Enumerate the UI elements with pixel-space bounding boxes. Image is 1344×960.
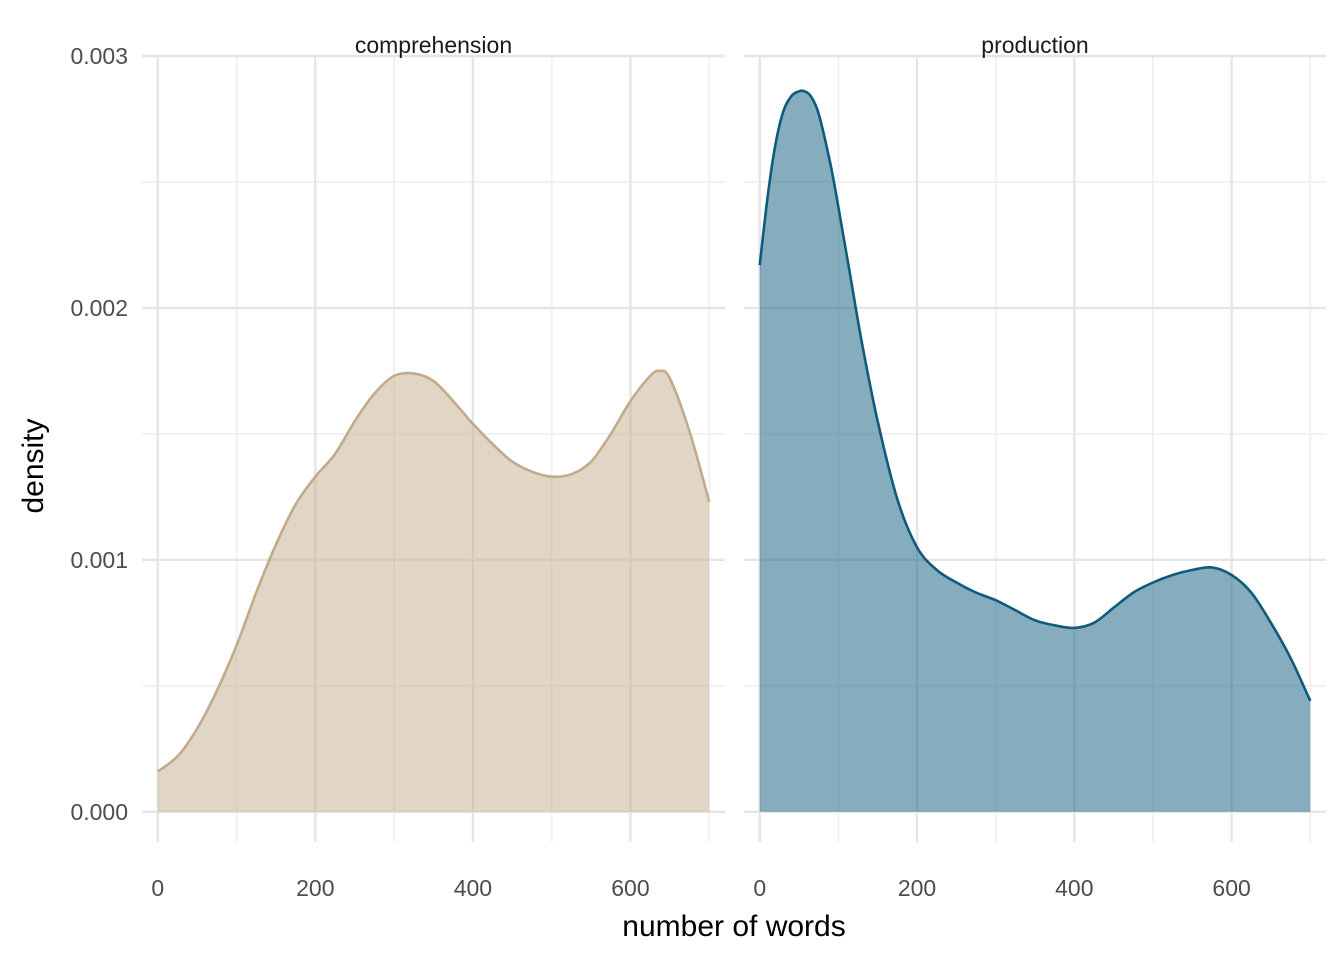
x-tick-label: 0 [753,875,766,901]
x-tick-label: 200 [296,875,334,901]
x-tick-label: 0 [151,875,164,901]
facet-strip-label: comprehension [355,32,512,58]
x-axis-title: number of words [622,910,845,943]
y-axis-title: density [17,418,50,513]
x-tick-label: 400 [1055,875,1093,901]
density-area-production [759,90,1311,812]
x-tick-label: 600 [611,875,649,901]
facet-panel-comprehension: 0 200 400 600 comprehension [142,32,725,901]
y-tick-label: 0.000 [70,799,128,825]
density-area-comprehension [157,370,710,812]
facet-panel-production: 0 200 400 600 production [744,32,1326,901]
y-axis: 0.000 0.001 0.002 0.003 [70,43,128,825]
y-tick-label: 0.002 [70,295,128,321]
facet-strip-label: production [981,32,1088,58]
y-tick-label: 0.003 [70,43,128,69]
x-tick-label: 200 [898,875,936,901]
density-line-production [758,89,1312,702]
facet-panels: 0 200 400 600 comprehension 0 200 400 600 product… [142,32,1326,901]
y-tick-label: 0.001 [70,547,128,573]
x-tick-label: 600 [1212,875,1250,901]
density-line-comprehension [156,369,711,773]
x-tick-label: 400 [454,875,492,901]
